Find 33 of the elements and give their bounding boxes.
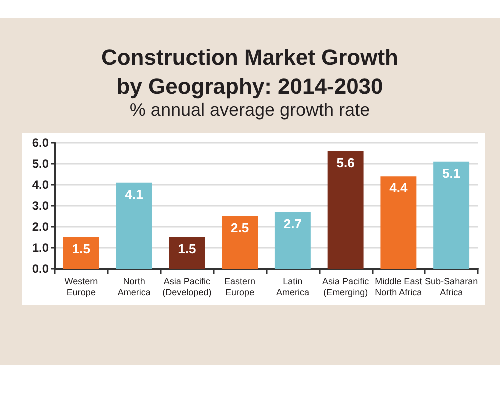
y-tick-label: 2.0 bbox=[32, 220, 50, 234]
bar bbox=[380, 176, 417, 269]
chart-subtitle: % annual average growth rate bbox=[128, 99, 372, 121]
x-tick-label: Middle East North Africa bbox=[375, 276, 423, 298]
data-label: 4.4 bbox=[390, 180, 408, 196]
data-label: 5.6 bbox=[336, 155, 355, 170]
x-tick-label: Latin America bbox=[276, 276, 310, 298]
data-label: 5.1 bbox=[442, 166, 461, 181]
x-tick-label: Asia Pacific (Emerging) bbox=[322, 276, 370, 298]
data-label: 1.5 bbox=[178, 242, 196, 256]
y-tick-label: 6.0 bbox=[32, 136, 50, 150]
data-label: 1.5 bbox=[72, 242, 90, 256]
y-tick-label: 5.0 bbox=[32, 157, 50, 171]
chart-title: Construction Market Growth by Geography: 2014-2030 bbox=[100, 44, 400, 101]
bar bbox=[222, 216, 258, 269]
x-tick-label: North America bbox=[118, 276, 151, 298]
y-tick-label: 0.0 bbox=[32, 262, 50, 276]
x-tick-label: Eastern Europe bbox=[224, 276, 256, 298]
y-tick-label: 4.0 bbox=[32, 178, 50, 192]
data-label: 2.7 bbox=[284, 216, 302, 232]
bar bbox=[116, 182, 152, 269]
bar bbox=[274, 212, 311, 269]
bar bbox=[328, 151, 364, 269]
bar bbox=[169, 238, 206, 269]
data-label: 4.1 bbox=[125, 186, 144, 202]
bar bbox=[63, 238, 100, 269]
y-tick-label: 3.0 bbox=[32, 199, 50, 213]
data-label: 2.5 bbox=[231, 220, 250, 236]
y-tick-label: 1.0 bbox=[32, 241, 50, 255]
x-tick-label: Sub-Saharan Africa bbox=[425, 276, 478, 298]
x-tick-label: Asia Pacific (Developed) bbox=[162, 276, 212, 298]
bar bbox=[434, 162, 470, 269]
x-tick-label: Western Europe bbox=[64, 276, 98, 298]
